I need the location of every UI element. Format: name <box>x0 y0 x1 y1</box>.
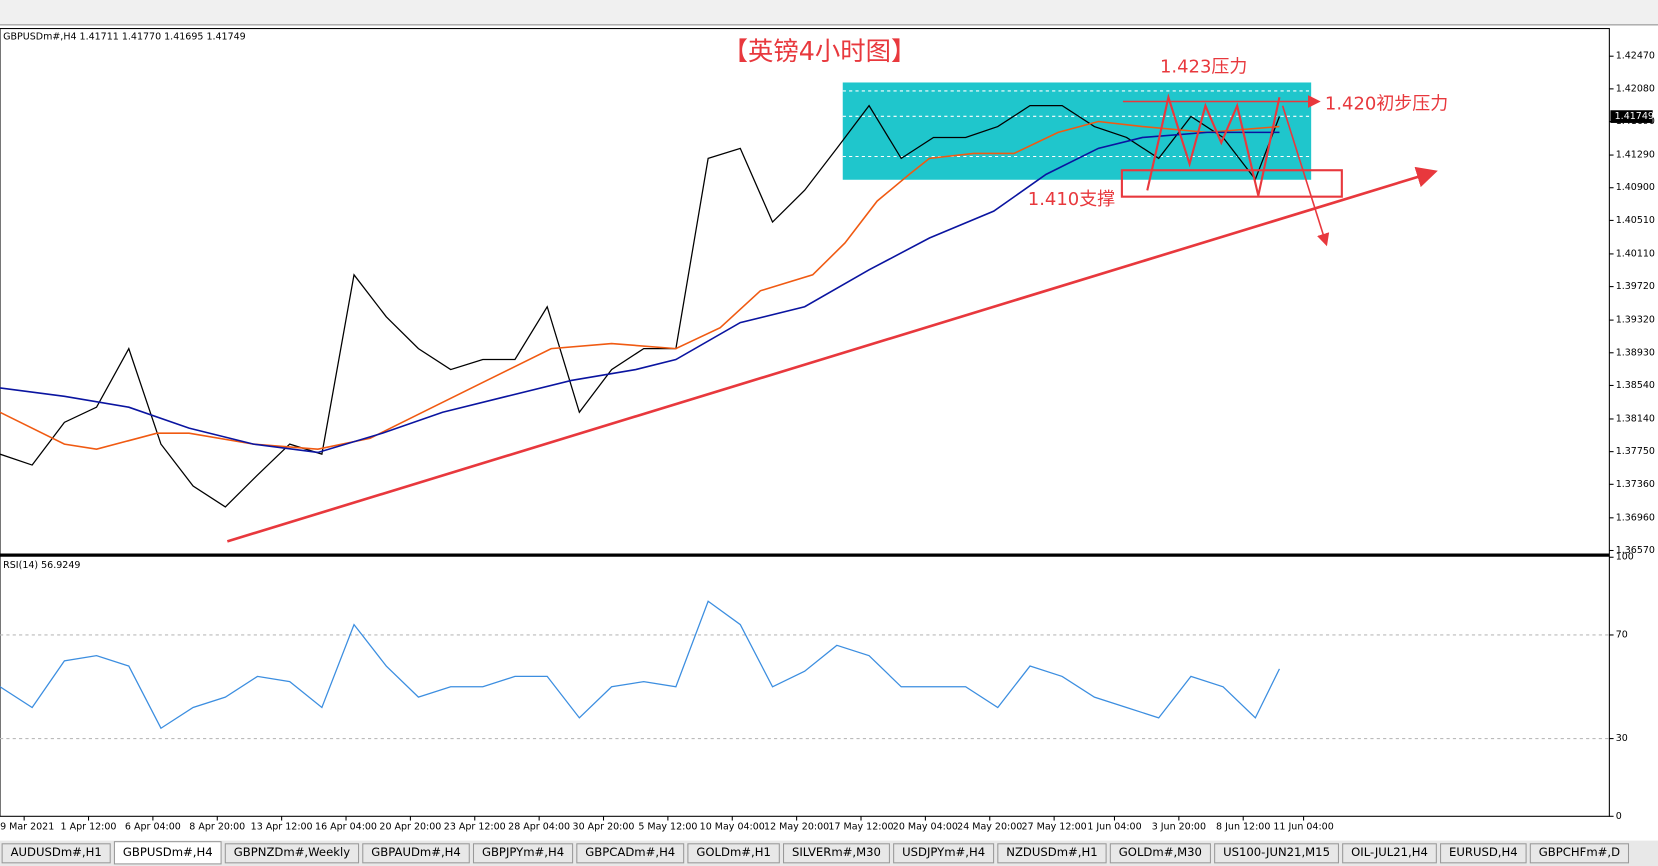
price-label: 1.41749 <box>1615 111 1654 122</box>
y-tick-label: 30 <box>1616 733 1628 744</box>
x-tick-label: 23 Apr 12:00 <box>444 821 506 832</box>
x-tick-label: 11 Jun 04:00 <box>1273 821 1333 832</box>
x-tick-label: 3 Jun 20:00 <box>1152 821 1206 832</box>
zone-levels <box>842 90 1312 158</box>
x-tick-label: 17 May 12:00 <box>828 821 893 832</box>
x-tick-label: 6 Apr 04:00 <box>125 821 181 832</box>
x-tick-label: 8 Jun 12:00 <box>1216 821 1270 832</box>
tab[interactable] <box>472 843 574 864</box>
tab[interactable] <box>1109 843 1211 864</box>
series-line <box>0 600 1281 730</box>
x-tick-label: 8 Apr 20:00 <box>189 821 245 832</box>
y-tick-label: 1.40510 <box>1616 215 1655 226</box>
tab-label[interactable]: OIL-JUL21,H4 <box>1351 845 1428 859</box>
x-tick-label: 16 Apr 04:00 <box>315 821 377 832</box>
tab-label[interactable]: USDJPYm#,H4 <box>902 845 985 859</box>
x-tick-label: 1 Apr 12:00 <box>61 821 117 832</box>
y-tick-label: 1.40900 <box>1616 182 1655 193</box>
x-tick-label: 20 May 04:00 <box>893 821 958 832</box>
tab[interactable] <box>1342 843 1437 864</box>
x-tick-label: 27 May 12:00 <box>1022 821 1087 832</box>
y-tick-label: 0 <box>1616 811 1622 822</box>
x-tick-label: 29 Mar 2021 <box>0 821 54 832</box>
tab-label[interactable]: GBPJPYm#,H4 <box>482 845 564 859</box>
tab-label[interactable]: GBPAUDm#,H4 <box>371 845 461 859</box>
tab-label[interactable]: GBPCADm#,H4 <box>585 845 675 859</box>
annotation: 1.420初步压力 <box>1325 94 1448 115</box>
tab[interactable] <box>1 843 111 864</box>
y-tick-label: 1.39320 <box>1616 315 1655 326</box>
x-tick-label: 24 May 20:00 <box>957 821 1022 832</box>
y-tick-label: 1.41290 <box>1616 150 1655 161</box>
x-tick-label: 20 Apr 20:00 <box>379 821 441 832</box>
tab[interactable] <box>113 841 222 865</box>
y-tick-label: 1.37360 <box>1616 479 1655 490</box>
y-tick-label: 1.36960 <box>1616 512 1655 523</box>
x-tick-label: 1 Jun 04:00 <box>1087 821 1141 832</box>
tab-label[interactable]: GOLDm#,H1 <box>696 845 770 859</box>
tab-label[interactable]: GOLDm#,M30 <box>1119 845 1202 859</box>
tab-label[interactable]: GBPNZDm#,Weekly <box>234 845 350 859</box>
y-tick-label: 1.42080 <box>1616 83 1655 94</box>
tab[interactable] <box>224 843 360 864</box>
chart-title: 【英镑4小时图】 <box>723 36 917 66</box>
y-tick-label: 1.38140 <box>1616 413 1655 424</box>
series-line <box>0 120 1280 450</box>
x-tick-label: 13 Apr 12:00 <box>251 821 313 832</box>
series-line <box>0 104 1281 508</box>
chart-frame <box>0 28 1610 817</box>
annotation: 1.423压力 <box>1160 57 1247 78</box>
annotation: 1.410支撑 <box>1028 189 1115 210</box>
y-tick-label: 1.36570 <box>1616 545 1655 556</box>
tab-label[interactable]: GBPCHFm#,D <box>1539 845 1620 859</box>
x-tick-label: 28 Apr 04:00 <box>508 821 570 832</box>
tabs: AUDUSDm#,H1 GBPUSDm#,H4 GBPNZDm#,Weekly GBP… <box>1 841 1630 865</box>
tab[interactable] <box>1440 843 1527 864</box>
tab[interactable] <box>783 843 890 864</box>
price-label-box <box>1610 110 1653 123</box>
x-tick-label: 10 May 04:00 <box>700 821 765 832</box>
x-tick-label: 12 May 20:00 <box>764 821 829 832</box>
tab-label[interactable]: GBPUSDm#,H4 <box>123 845 213 859</box>
tab[interactable] <box>687 843 780 864</box>
rsi-title: RSI(14) 56.9249 <box>3 560 80 571</box>
y-tick-label: 1.39720 <box>1616 281 1655 292</box>
y-tick-label: 1.38930 <box>1616 347 1655 358</box>
x-tick-label: 30 Apr 20:00 <box>573 821 635 832</box>
drawings <box>226 93 1438 543</box>
tab-label[interactable]: NZDUSDm#,H1 <box>1006 845 1097 859</box>
tab[interactable] <box>1529 843 1630 864</box>
plot <box>0 104 1610 740</box>
tab[interactable] <box>1214 843 1339 864</box>
series-line <box>0 131 1280 454</box>
y-tick-label: 1.37750 <box>1616 446 1655 457</box>
toolbar <box>0 0 1658 25</box>
y-tick-label: 1.42470 <box>1616 51 1655 62</box>
tab-label[interactable]: SILVERm#,M30 <box>792 845 881 859</box>
tab[interactable] <box>576 843 685 864</box>
tab[interactable] <box>997 843 1107 864</box>
y-tick-label: 1.38540 <box>1616 380 1655 391</box>
tab-label[interactable]: AUDUSDm#,H1 <box>11 845 102 859</box>
symbol-info: GBPUSDm#,H4 1.41711 1.41770 1.41695 1.41… <box>3 32 246 43</box>
x-tick-label: 5 May 12:00 <box>638 821 697 832</box>
range-zone <box>842 82 1312 180</box>
tab-label[interactable]: US100-JUN21,M15 <box>1223 845 1330 859</box>
tab[interactable] <box>362 843 470 864</box>
y-tick-label: 100 <box>1616 552 1634 563</box>
y-tick-label: 70 <box>1616 629 1628 640</box>
tab-label[interactable]: EURUSD,H4 <box>1449 845 1518 859</box>
tab[interactable] <box>893 843 995 864</box>
y-tick-label: 1.40110 <box>1616 248 1655 259</box>
